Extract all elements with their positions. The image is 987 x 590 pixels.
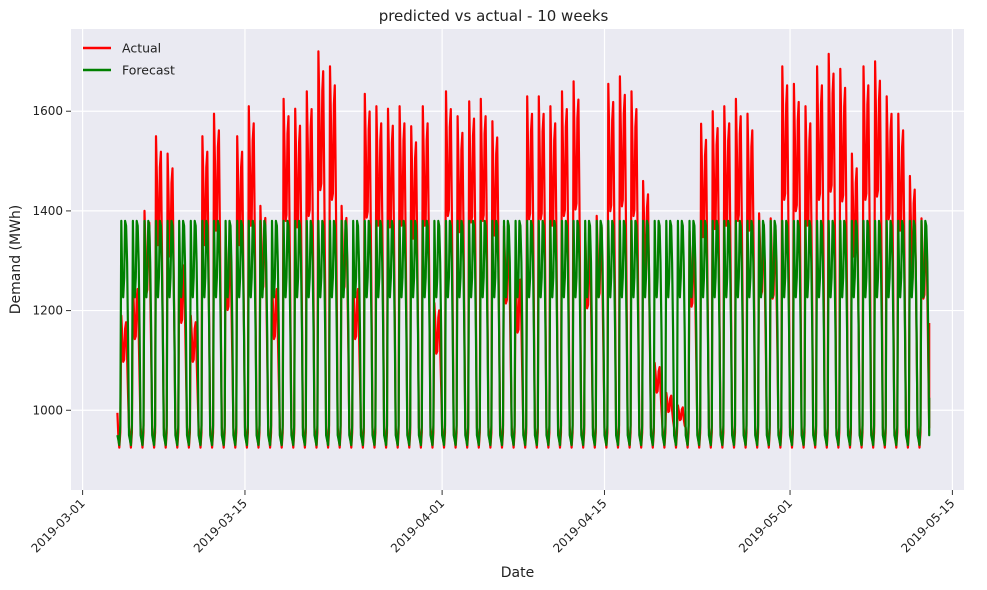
y-tick-label: 1400 [32,204,63,218]
y-tick-label: 1600 [32,104,63,118]
legend-label-forecast: Forecast [122,63,175,78]
y-tick-label: 1000 [32,403,63,417]
x-tick-label: 2019-03-15 [191,496,250,555]
x-tick-label: 2019-05-15 [898,496,957,555]
y-axis-label: Demand (MWh) [8,205,24,315]
series-line-forecast [116,219,931,447]
x-tick-label: 2019-05-01 [736,496,795,555]
x-tick-label: 2019-03-01 [28,496,87,555]
y-tick-label: 1200 [32,304,63,318]
x-tick-label: 2019-04-15 [550,496,609,555]
legend-label-actual: Actual [122,41,161,56]
chart-title: predicted vs actual - 10 weeks [378,7,609,25]
x-tick-label: 2019-04-01 [388,496,447,555]
x-axis-label: Date [501,565,534,581]
